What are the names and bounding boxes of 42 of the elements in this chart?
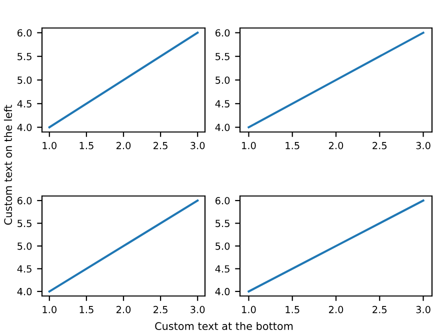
y-tick-label: 6.0 bbox=[17, 197, 32, 204]
y-tick-label: 5.5 bbox=[18, 220, 32, 228]
x-tick-label: 2.0 bbox=[116, 306, 131, 314]
x-tick-label: 3.0 bbox=[416, 306, 430, 314]
x-tick-label: 2.5 bbox=[372, 142, 387, 150]
x-tick-label: 1.5 bbox=[80, 306, 94, 314]
text: Custom text on the left bbox=[4, 104, 12, 225]
x-tick-label: 2.0 bbox=[328, 142, 344, 150]
y-tick-label: 5.0 bbox=[216, 76, 230, 84]
x-tick-label: 3.0 bbox=[416, 142, 430, 150]
text: Custom text at the bottom bbox=[155, 322, 293, 330]
x-tick-label: 1.0 bbox=[42, 142, 56, 150]
y-tick-label: 4.0 bbox=[17, 288, 32, 296]
y-tick-label: 6.0 bbox=[17, 29, 32, 37]
x-tick-label: 1.5 bbox=[286, 142, 300, 150]
y-tick-label: 5.0 bbox=[18, 76, 32, 84]
x-tick-label: 1.5 bbox=[80, 142, 94, 150]
x-tick-label: 1.0 bbox=[42, 306, 56, 314]
y-tick-label: 4.5 bbox=[215, 100, 230, 108]
x-tick-label: 3.0 bbox=[190, 306, 205, 314]
y-tick-label: 4.0 bbox=[215, 124, 230, 132]
x-tick-label: 2.0 bbox=[116, 142, 131, 150]
x-tick-label: 1.5 bbox=[286, 306, 300, 314]
y-tick-label: 5.0 bbox=[216, 242, 230, 250]
y-tick-label: 6.0 bbox=[215, 29, 230, 37]
y-tick-label: 4.0 bbox=[17, 124, 32, 132]
y-tick-label: 4.0 bbox=[215, 288, 230, 296]
y-tick-label: 4.5 bbox=[17, 265, 32, 273]
y-tick-label: 5.5 bbox=[18, 52, 32, 60]
y-tick-label: 5.0 bbox=[18, 242, 32, 250]
x-tick-label: 2.5 bbox=[372, 306, 387, 314]
y-tick-label: 5.5 bbox=[216, 220, 230, 228]
x-tick-label: 2.5 bbox=[154, 306, 168, 314]
x-tick-label: 2.5 bbox=[154, 142, 168, 150]
x-tick-label: 1.0 bbox=[242, 142, 256, 150]
y-tick-label: 4.5 bbox=[215, 265, 230, 273]
x-tick-label: 2.0 bbox=[328, 306, 344, 314]
y-tick-label: 5.5 bbox=[216, 52, 230, 60]
x-tick-label: 3.0 bbox=[190, 142, 205, 150]
y-tick-label: 6.0 bbox=[215, 197, 230, 204]
y-tick-label: 4.5 bbox=[17, 100, 32, 108]
x-tick-label: 1.0 bbox=[242, 306, 256, 314]
